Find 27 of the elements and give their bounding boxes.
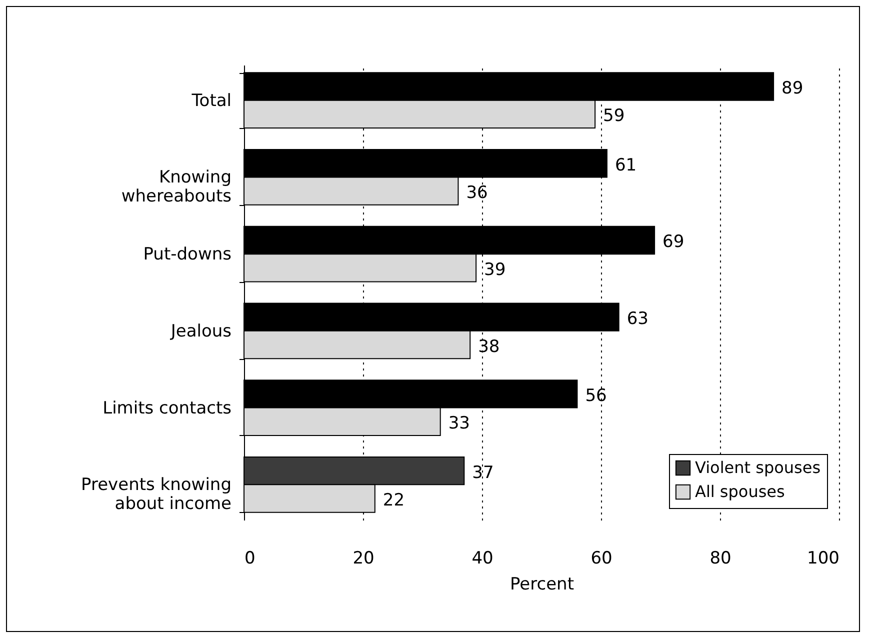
x-tick-label: 80 <box>710 548 732 568</box>
data-label: 89 <box>782 78 804 99</box>
data-label: 63 <box>626 309 648 330</box>
data-label: 37 <box>472 462 494 483</box>
y-tick-label: Total <box>190 90 232 111</box>
x-tick-label: 40 <box>472 548 494 568</box>
data-label: 69 <box>662 232 684 252</box>
legend-label: Violent spouses <box>695 458 821 477</box>
data-label: 38 <box>478 336 500 357</box>
y-tick-label: Put-downs <box>143 244 232 265</box>
y-tick-label: Limits contacts <box>102 398 232 418</box>
data-label: 33 <box>448 414 470 434</box>
y-tick-label: Prevents knowing about income <box>81 475 232 514</box>
x-tick-label: 100 <box>807 548 840 568</box>
data-label: 56 <box>585 386 607 406</box>
data-label: 39 <box>484 260 506 280</box>
x-axis-title: Percent <box>510 574 574 594</box>
y-tick-label: Knowing whereabouts <box>121 168 232 207</box>
data-label: 36 <box>466 183 488 204</box>
data-label: 61 <box>614 155 637 176</box>
y-tick-label: Jealous <box>170 321 232 342</box>
x-tick-label: 60 <box>590 548 612 568</box>
data-label: 22 <box>382 490 405 510</box>
x-tick-label: 20 <box>352 548 374 568</box>
data-label: 59 <box>603 106 625 126</box>
legend-label: All spouses <box>695 482 785 501</box>
x-tick-label: 0 <box>244 548 256 568</box>
